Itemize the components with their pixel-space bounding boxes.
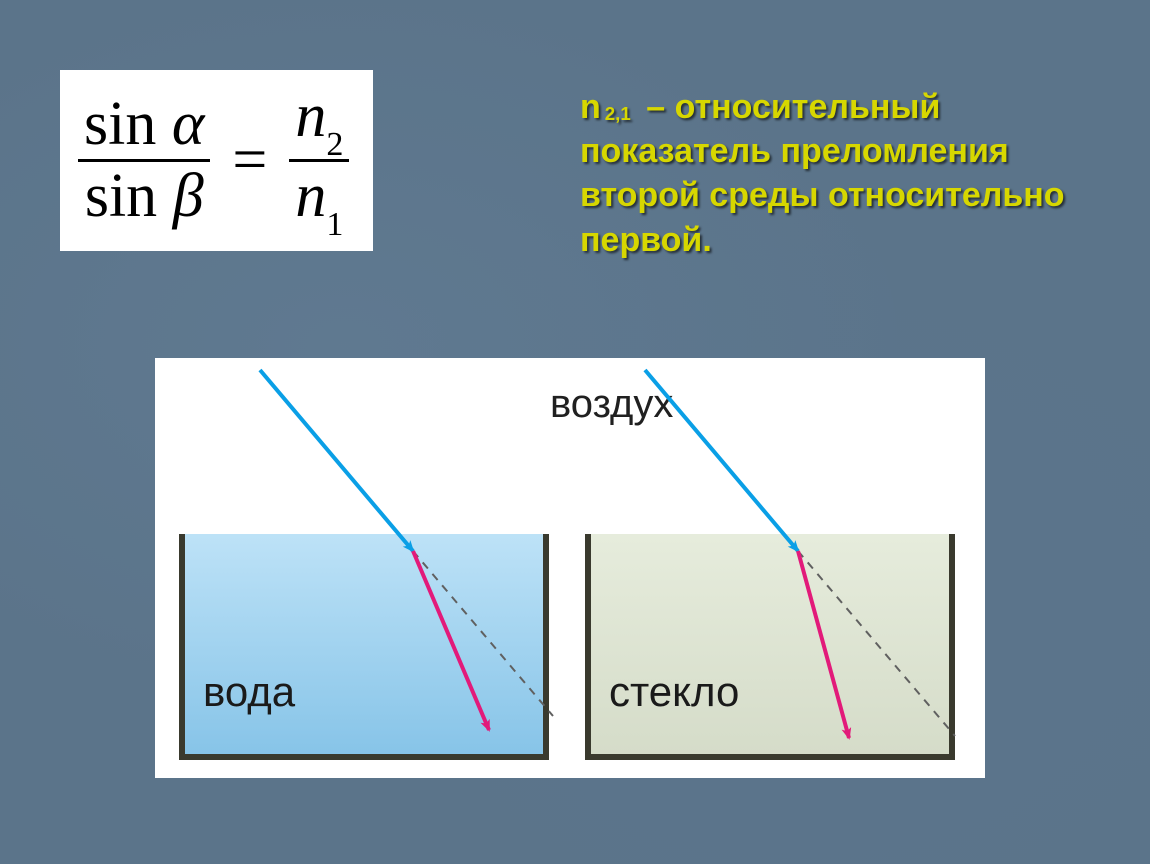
- lhs-numerator: sin α: [78, 90, 210, 159]
- equals-sign: =: [228, 125, 271, 196]
- snell-formula: sin α sin β = n2 n1: [60, 70, 373, 251]
- rhs-numerator: n2: [289, 82, 349, 159]
- lhs-denominator: sin β: [79, 162, 210, 231]
- refracted-ray-water: [413, 551, 489, 730]
- caption-symbol: n: [580, 88, 601, 126]
- refracted-ray-glass: [798, 551, 849, 738]
- rhs-denominator: n1: [289, 162, 349, 239]
- rhs-fraction: n2 n1: [289, 82, 349, 239]
- incident-ray-water: [260, 370, 413, 551]
- rays-svg: [155, 358, 985, 778]
- caption-text: n2,1 – относительный показатель преломле…: [580, 85, 1100, 262]
- continuation-line-water: [413, 551, 553, 716]
- caption-rest: – относительный показатель преломления в…: [580, 88, 1065, 259]
- incident-ray-glass: [645, 370, 798, 551]
- lhs-fraction: sin α sin β: [78, 90, 210, 231]
- refraction-diagram: воздух вода стекло: [155, 358, 985, 778]
- caption-subscript: 2,1: [605, 103, 631, 124]
